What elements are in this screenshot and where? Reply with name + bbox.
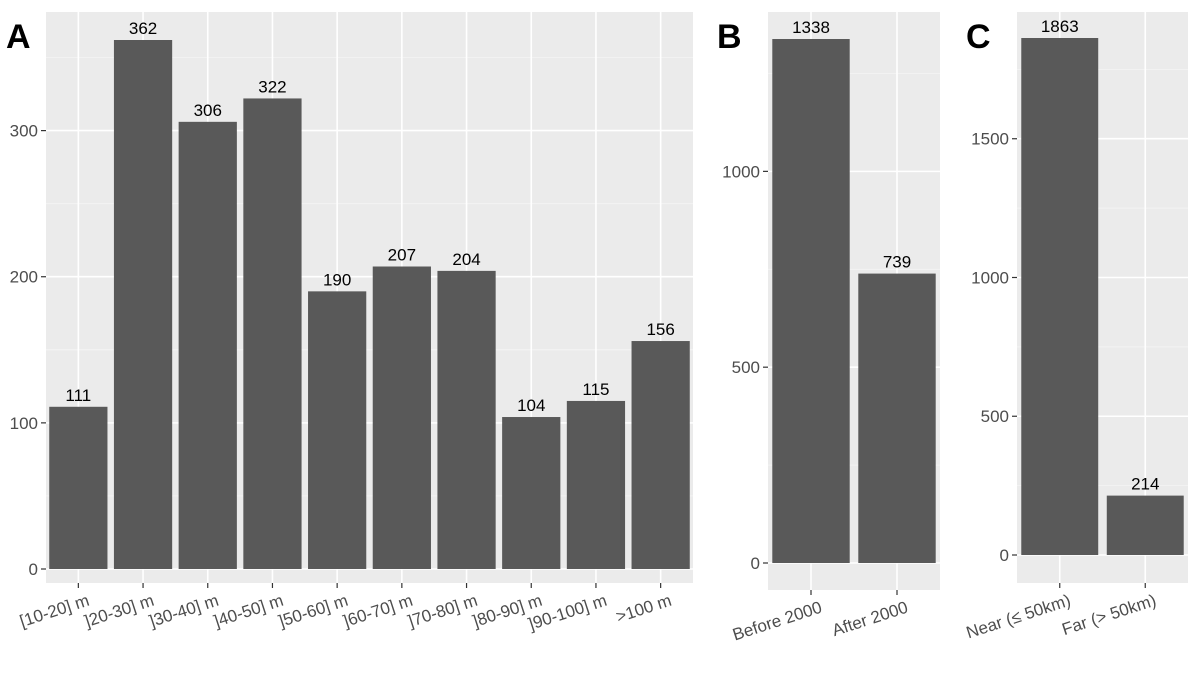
bar-value-label: 190 — [323, 270, 351, 289]
bar-value-label: 115 — [582, 380, 609, 399]
y-tick-label: 0 — [29, 560, 38, 579]
panel-letter: A — [6, 18, 31, 56]
bar-value-label: 207 — [388, 246, 416, 265]
bar-value-label: 156 — [646, 320, 674, 339]
x-tick-label: Far (> 50km) — [1060, 591, 1159, 639]
bar — [178, 121, 237, 569]
panel-letter: B — [717, 18, 742, 56]
bar-value-label: 1338 — [792, 18, 830, 37]
bar-value-label: 739 — [883, 253, 911, 272]
x-tick-label: ]40-50] m — [212, 591, 286, 631]
bar-value-label: 306 — [194, 101, 222, 120]
bar-value-label: 111 — [65, 386, 91, 405]
x-tick-label: ]60-70] m — [341, 591, 415, 631]
y-tick-label: 0 — [1000, 546, 1009, 565]
bar-value-label: 104 — [517, 396, 545, 415]
x-tick-label: ]50-60] m — [276, 591, 350, 631]
bar — [502, 417, 561, 569]
x-tick-label: After 2000 — [830, 598, 910, 640]
y-tick-label: 0 — [751, 554, 760, 573]
x-tick-label: Before 2000 — [730, 598, 824, 645]
x-tick-label: ]70-80] m — [406, 591, 480, 631]
panel-letter: C — [966, 18, 991, 56]
bar-value-label: 362 — [129, 19, 157, 38]
y-tick-label: 100 — [10, 414, 38, 433]
bar-value-label: 204 — [452, 250, 480, 269]
bar-value-label: 1863 — [1041, 17, 1079, 36]
bar — [372, 266, 431, 569]
bar — [772, 39, 850, 563]
y-tick-label: 200 — [10, 268, 38, 287]
y-tick-label: 1000 — [722, 162, 760, 181]
x-tick-label: ]30-40] m — [147, 591, 221, 631]
panel-b: 0 500 1000 1338 Before 2000 739 After 2000 B — [717, 12, 940, 644]
bar — [243, 98, 302, 570]
y-tick-label: 1500 — [971, 130, 1009, 149]
panel-a: 0 100 200 300 111 [10-20] m 362 ]20-30] m 306 ]30… — [6, 12, 693, 634]
bar — [566, 400, 626, 569]
bar-value-label: 322 — [258, 77, 286, 96]
bar — [1021, 38, 1099, 555]
panel-c: 0 500 1000 1500 1863 Near (≤ 50km) 214 Far (> 5… — [964, 12, 1188, 642]
x-tick-label: >100 m — [614, 591, 674, 627]
y-tick-label: 500 — [732, 358, 760, 377]
y-tick-label: 1000 — [971, 268, 1009, 287]
y-tick-label: 500 — [981, 407, 1009, 426]
bar — [631, 341, 690, 569]
bar — [437, 270, 496, 569]
bar — [49, 406, 108, 569]
bar — [113, 40, 173, 569]
bar-value-label: 214 — [1131, 475, 1159, 494]
bar — [1106, 495, 1184, 555]
bar — [308, 291, 367, 569]
x-tick-label: ]20-30] m — [82, 591, 156, 631]
bar — [858, 273, 936, 563]
y-tick-label: 300 — [10, 122, 38, 141]
x-tick-label: [10-20] m — [17, 591, 91, 631]
x-tick-label: Near (≤ 50km) — [964, 591, 1073, 643]
